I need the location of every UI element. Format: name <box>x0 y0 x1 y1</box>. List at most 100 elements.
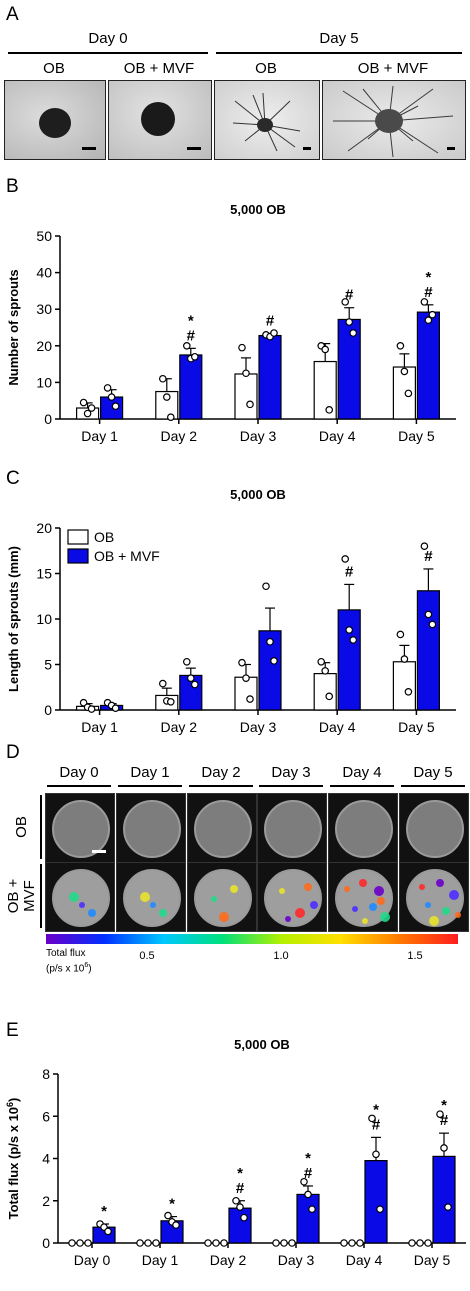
luminescence-overlay <box>211 885 238 922</box>
data-point-mvf <box>262 582 270 591</box>
data-point-mvf <box>420 542 429 550</box>
data-point-ob <box>152 1239 160 1247</box>
colorbar-tick-label: 1.0 <box>273 950 289 962</box>
data-point-ob <box>404 389 413 398</box>
data-point-mvf <box>349 329 358 337</box>
bar-mvf <box>337 318 361 420</box>
data-point-ob <box>144 1239 152 1247</box>
x-tick-label: Day 1 <box>81 719 118 735</box>
signal-spot <box>211 896 217 902</box>
signal-spot <box>436 879 444 887</box>
data-point-mvf <box>308 1205 316 1214</box>
significance-marker: # <box>372 1116 381 1133</box>
row-label-rule <box>40 795 42 859</box>
x-tick-label: Day 1 <box>142 1252 179 1268</box>
data-point-ob <box>79 398 88 407</box>
panel-d-row-label: OB <box>4 793 40 861</box>
micrograph-ob-day0 <box>4 80 106 160</box>
y-tick-label: 5 <box>44 657 52 673</box>
luminescence-overlay <box>419 879 461 926</box>
data-point-mvf <box>183 657 191 666</box>
sprouting-spheroid-icon <box>333 85 455 158</box>
data-point-mvf <box>424 316 433 324</box>
signal-spot <box>159 909 167 917</box>
micrograph-ob-mvf-day5 <box>322 80 466 160</box>
y-axis-label: Total flux (p/s x 106) <box>5 1098 21 1220</box>
signal-spot <box>419 884 425 890</box>
colorbar-label-sup: 6 <box>84 962 89 969</box>
signal-spot <box>359 879 367 887</box>
x-tick-label: Day 3 <box>240 428 277 444</box>
data-point-ob <box>325 406 334 414</box>
data-point-ob <box>325 692 334 701</box>
signal-spot <box>279 888 285 894</box>
significance-marker: # <box>304 1165 313 1182</box>
bli-well-ob-mvf <box>116 862 186 932</box>
luminescence-overlay <box>279 883 318 922</box>
x-tick-label: Day 5 <box>414 1252 451 1268</box>
row-label-text: OB <box>13 816 30 838</box>
signal-spot <box>442 907 450 915</box>
significance-marker: * <box>237 1165 243 1182</box>
data-point-mvf <box>266 637 274 646</box>
data-point-mvf <box>104 1227 112 1236</box>
panel-d-row-label: OB + MVF <box>4 862 40 930</box>
signal-spot <box>69 892 79 902</box>
panel-d-day-rule <box>118 785 182 787</box>
well-icon <box>194 800 252 858</box>
bli-well-ob-mvf <box>399 862 469 932</box>
y-tick-label: 20 <box>36 520 52 536</box>
data-point-mvf <box>111 402 120 410</box>
signal-spot <box>362 918 368 924</box>
panel-d-day-header: Day 3 <box>271 764 311 781</box>
panel-letter-c: C <box>6 468 20 489</box>
significance-marker: # <box>345 287 354 304</box>
signal-spot <box>219 912 229 922</box>
panel-a-image-label: OB + MVF <box>123 60 195 77</box>
luminescence-overlay <box>344 879 390 924</box>
data-point-ob <box>288 1239 296 1247</box>
data-point-mvf <box>300 1177 308 1186</box>
row-label-text: OB + <box>5 878 22 913</box>
panel-d-day-header: Day 5 <box>413 764 453 781</box>
significance-marker: # <box>236 1180 245 1197</box>
x-tick-label: Day 5 <box>398 719 435 735</box>
data-point-mvf <box>191 352 199 361</box>
data-point-ob <box>400 655 409 663</box>
data-point-mvf <box>368 1114 376 1123</box>
signal-spot <box>429 916 439 926</box>
data-point-ob <box>87 404 96 412</box>
bli-well-ob-mvf <box>257 862 327 932</box>
bli-well-ob <box>328 793 398 863</box>
significance-marker: # <box>345 563 354 580</box>
y-tick-label: 2 <box>42 1193 50 1209</box>
data-point-mvf <box>236 1203 244 1211</box>
bli-well-ob-mvf <box>187 862 257 932</box>
data-point-ob <box>76 1239 84 1247</box>
legend-swatch-ob <box>67 529 89 545</box>
panel-letter-d: D <box>6 742 20 763</box>
y-axis-label-superscript: 6 <box>5 1102 15 1107</box>
panel-d-day-rule <box>47 785 111 787</box>
bar-ob <box>392 366 416 420</box>
data-point-mvf <box>440 1144 448 1152</box>
data-point-ob <box>321 667 330 675</box>
row-label-text: MVF <box>21 880 38 912</box>
x-tick-label: Day 2 <box>210 1252 247 1268</box>
x-tick-label: Day 2 <box>161 719 198 735</box>
data-point-ob <box>136 1239 144 1247</box>
data-point-ob <box>83 409 92 418</box>
panel-a-image-label: OB <box>43 60 65 77</box>
x-tick-label: Day 3 <box>240 719 277 735</box>
data-point-ob <box>68 1239 76 1247</box>
y-tick-label: 10 <box>36 374 52 390</box>
panel-d-day-header: Day 2 <box>201 764 241 781</box>
bar-mvf <box>337 609 361 711</box>
data-point-ob <box>340 1239 348 1247</box>
bar-mvf <box>179 354 203 420</box>
y-tick-label: 8 <box>42 1066 50 1082</box>
data-point-mvf <box>107 393 116 401</box>
x-tick-label: Day 3 <box>278 1252 315 1268</box>
signal-spot <box>304 883 312 891</box>
data-point-mvf <box>376 1205 384 1214</box>
